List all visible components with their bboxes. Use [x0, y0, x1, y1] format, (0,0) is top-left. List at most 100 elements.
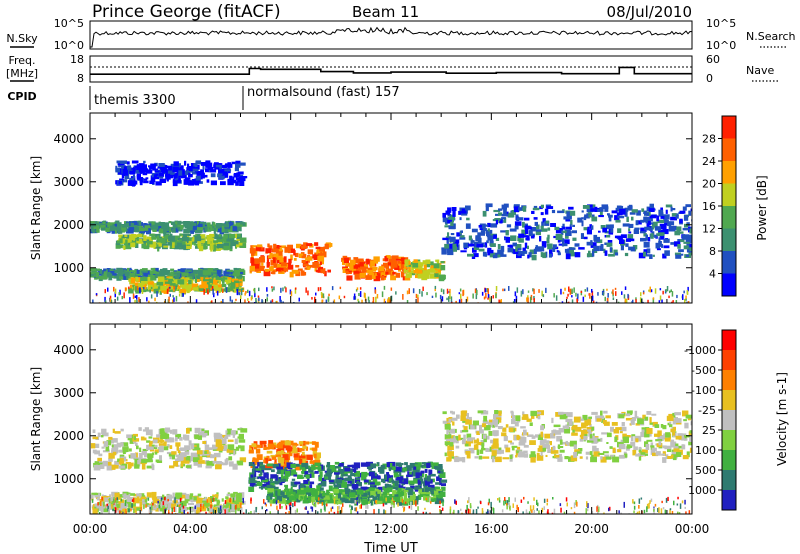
echo-cell [403, 269, 406, 274]
echo-cell [387, 299, 389, 303]
echo-cell [673, 446, 679, 449]
echo-cell [318, 263, 321, 268]
echo-cell [239, 287, 244, 290]
echo-cell [92, 508, 98, 514]
echo-cell [167, 242, 172, 246]
echo-cell [640, 227, 647, 233]
echo-cell [118, 169, 124, 173]
echo-cell [584, 420, 591, 426]
echo-cell [557, 252, 561, 256]
colorbar-tick-label: 28 [702, 133, 716, 146]
echo-cell [530, 234, 535, 239]
echo-cell [484, 435, 490, 440]
echo-cell [565, 231, 572, 236]
echo-cell [168, 221, 172, 224]
echo-cell [582, 414, 588, 421]
echo-cell [184, 160, 187, 166]
echo-cell [439, 472, 446, 478]
echo-cell [295, 493, 299, 499]
echo-cell [509, 457, 513, 462]
echo-cell [620, 426, 627, 432]
echo-cell [546, 237, 550, 244]
echo-cell [524, 242, 528, 249]
echo-cell [131, 286, 134, 290]
echo-cell [497, 426, 503, 430]
echo-cell [390, 485, 396, 488]
echo-cell [269, 266, 273, 271]
echo-cell [363, 479, 369, 483]
echo-cell [522, 289, 524, 295]
echo-cell [229, 504, 235, 509]
echo-cell [141, 178, 148, 181]
echo-cell [300, 496, 303, 499]
echo-cell [510, 442, 514, 445]
echo-cell [607, 240, 613, 243]
echo-cell [180, 494, 187, 499]
echo-cell [140, 164, 147, 170]
echo-cell [380, 275, 385, 281]
echo-cell [631, 417, 637, 421]
echo-cell [124, 173, 130, 180]
echo-cell [135, 170, 139, 173]
echo-cell [304, 487, 310, 494]
echo-cell [441, 486, 446, 491]
echo-cell [179, 241, 186, 245]
echo-cell [451, 301, 453, 303]
echo-cell [430, 498, 435, 502]
echo-cell [313, 453, 317, 459]
echo-cell [190, 240, 198, 244]
echo-cell [531, 413, 535, 419]
echo-cell [315, 292, 317, 296]
echo-cell [656, 233, 660, 237]
echo-cell [198, 432, 203, 436]
echo-cell [179, 233, 185, 237]
echo-cell [446, 246, 453, 253]
echo-cell [290, 440, 294, 446]
echo-cell [498, 299, 500, 303]
echo-cell [361, 499, 368, 505]
echo-cell [306, 454, 313, 460]
echo-cell [366, 258, 370, 265]
echo-cell [230, 493, 236, 498]
echo-cell [406, 300, 409, 303]
echo-cell [447, 219, 452, 224]
echo-cell [239, 286, 242, 290]
echo-cell [398, 269, 402, 272]
echo-cell [155, 506, 160, 512]
echo-cell [235, 287, 241, 291]
echo-cell [384, 256, 387, 260]
echo-cell [283, 476, 289, 479]
echo-cell [447, 236, 451, 240]
echo-cell [128, 448, 132, 452]
echo-cell [161, 428, 165, 434]
echo-cell [652, 297, 655, 300]
power-ylabel: Slant Range [km] [29, 156, 43, 260]
echo-cell [91, 492, 97, 496]
echo-cell [216, 234, 223, 240]
echo-cell [679, 210, 686, 214]
echo-cell [248, 290, 251, 297]
echo-cell [449, 236, 456, 242]
echo-cell [678, 249, 684, 253]
echo-cell [114, 499, 118, 504]
echo-cell [539, 447, 547, 452]
echo-cell [169, 293, 171, 297]
echo-cell [406, 465, 412, 471]
echo-cell [647, 237, 651, 242]
echo-cell [254, 268, 258, 272]
echo-cell [503, 217, 507, 223]
echo-cell [100, 225, 106, 228]
echo-cell [449, 214, 456, 220]
echo-cell [175, 494, 182, 499]
echo-cell [217, 445, 224, 449]
echo-cell [531, 435, 536, 439]
echo-cell [271, 456, 277, 460]
echo-cell [537, 246, 545, 252]
echo-cell [417, 273, 425, 279]
echo-cell [617, 449, 622, 453]
echo-cell [461, 213, 468, 216]
echo-cell [639, 231, 646, 234]
echo-cell [635, 220, 639, 226]
echo-cell [573, 416, 581, 423]
echo-cell [221, 288, 227, 292]
